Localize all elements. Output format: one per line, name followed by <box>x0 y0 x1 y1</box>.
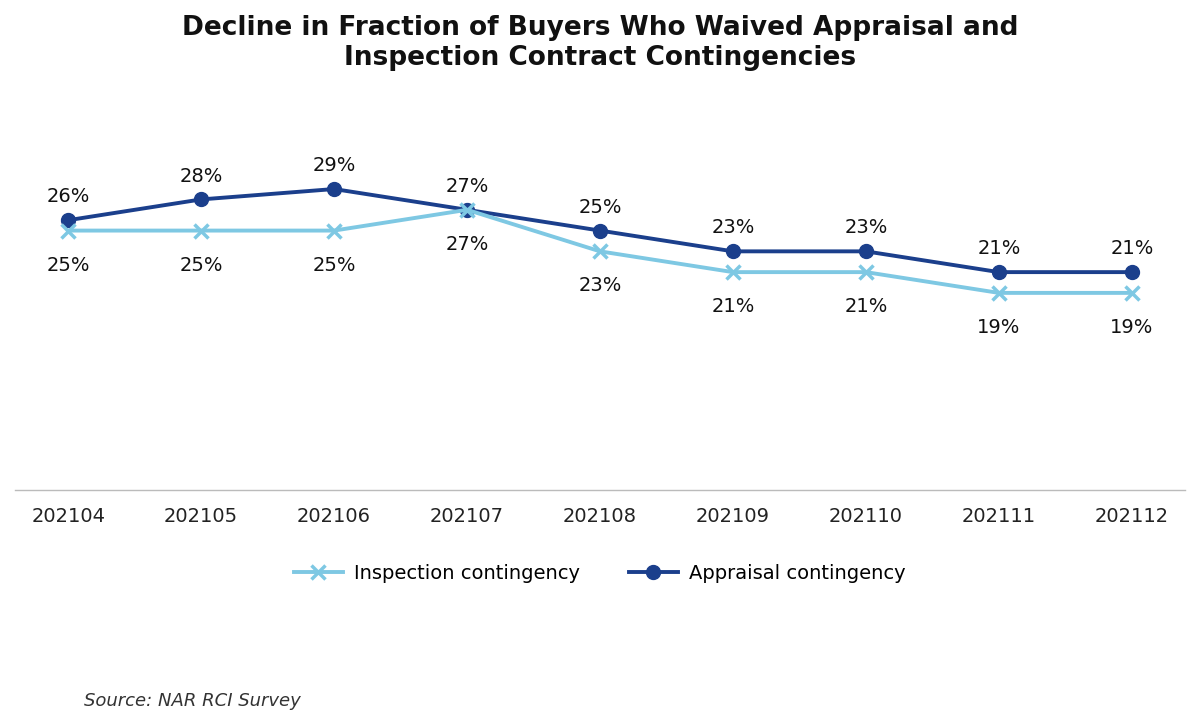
Text: 26%: 26% <box>47 188 90 206</box>
Text: 19%: 19% <box>1110 318 1153 337</box>
Text: 27%: 27% <box>445 235 488 254</box>
Text: 25%: 25% <box>47 256 90 274</box>
Text: 25%: 25% <box>179 256 223 274</box>
Text: 23%: 23% <box>578 277 622 295</box>
Text: 23%: 23% <box>845 219 888 237</box>
Text: 27%: 27% <box>445 177 488 196</box>
Text: 19%: 19% <box>977 318 1020 337</box>
Text: 21%: 21% <box>1110 239 1153 258</box>
Text: 25%: 25% <box>312 256 356 274</box>
Text: 21%: 21% <box>845 297 888 316</box>
Text: 21%: 21% <box>977 239 1020 258</box>
Text: 21%: 21% <box>712 297 755 316</box>
Title: Decline in Fraction of Buyers Who Waived Appraisal and
Inspection Contract Conti: Decline in Fraction of Buyers Who Waived… <box>181 15 1019 71</box>
Text: 23%: 23% <box>712 219 755 237</box>
Text: 25%: 25% <box>578 198 622 216</box>
Text: Source: NAR RCI Survey: Source: NAR RCI Survey <box>84 692 301 710</box>
Legend: Inspection contingency, Appraisal contingency: Inspection contingency, Appraisal contin… <box>287 557 913 591</box>
Text: 29%: 29% <box>312 156 355 175</box>
Text: 28%: 28% <box>180 167 223 185</box>
